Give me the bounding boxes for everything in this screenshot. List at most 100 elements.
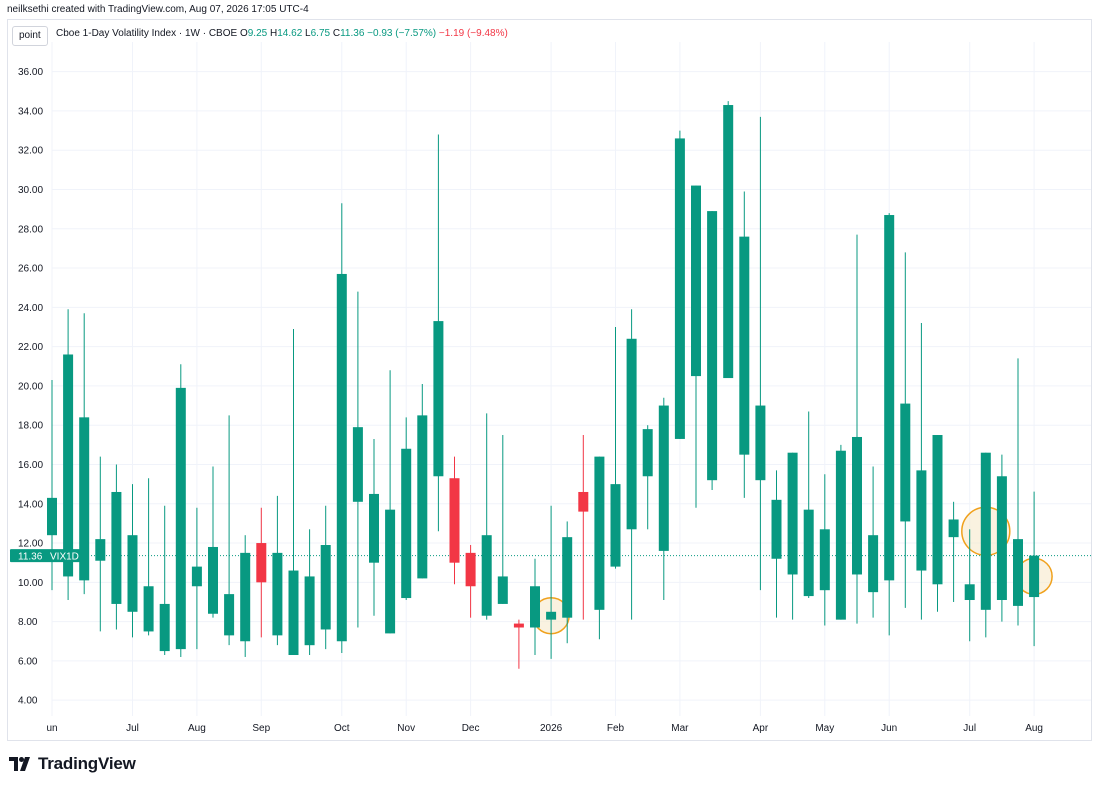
candle-body[interactable] — [707, 211, 718, 481]
candle-body[interactable] — [256, 543, 267, 583]
candle-body[interactable] — [594, 456, 605, 610]
tradingview-logo[interactable]: TradingView — [9, 754, 136, 774]
candle-body[interactable] — [208, 546, 218, 614]
candle-body[interactable] — [320, 545, 331, 630]
y-tick-label: 4.00 — [18, 696, 38, 707]
candle-body[interactable] — [63, 354, 74, 577]
candle-body[interactable] — [369, 493, 379, 563]
x-tick-label: Jul — [963, 723, 976, 734]
candle-body[interactable] — [610, 484, 621, 567]
candle-body[interactable] — [272, 552, 283, 636]
candle-body[interactable] — [336, 273, 347, 642]
y-tick-label: 36.00 — [18, 67, 43, 78]
candlestick-chart[interactable]: 4.00 6.00 8.00 10.00 12.00 14.00 16.00 18.00 20.… — [8, 20, 1091, 740]
candle-body[interactable] — [224, 594, 235, 636]
candle-body[interactable] — [111, 491, 122, 604]
candle-body[interactable] — [159, 603, 170, 652]
candle-body[interactable] — [417, 415, 428, 579]
chart-legend: Cboe 1-Day Volatility Index · 1W · CBOE … — [56, 28, 508, 39]
x-tick-label: 2026 — [540, 723, 563, 734]
y-tick-label: 22.00 — [18, 342, 43, 353]
candle-body[interactable] — [723, 105, 734, 379]
candle-body[interactable] — [530, 586, 540, 628]
y-tick-label: 14.00 — [18, 499, 43, 510]
candle-body[interactable] — [47, 497, 57, 536]
chart-panel[interactable]: 4.00 6.00 8.00 10.00 12.00 14.00 16.00 18.00 20.… — [7, 19, 1092, 741]
y-tick-label: 30.00 — [18, 185, 43, 196]
candle-body[interactable] — [900, 403, 911, 522]
candle-body[interactable] — [481, 535, 492, 616]
candle-body[interactable] — [288, 570, 299, 656]
candle-body[interactable] — [739, 236, 750, 455]
candle-body[interactable] — [691, 185, 701, 377]
y-tick-label: 32.00 — [18, 146, 43, 157]
candle-body[interactable] — [980, 452, 991, 610]
candle-body[interactable] — [996, 476, 1007, 601]
candle-body[interactable] — [1013, 539, 1023, 606]
legend-close-label: C — [332, 28, 341, 39]
candle-body[interactable] — [674, 138, 685, 439]
candle-body[interactable] — [932, 435, 943, 585]
legend-high-label: H — [270, 28, 278, 39]
candle-body[interactable] — [868, 535, 879, 593]
tradingview-brand: TradingView — [38, 754, 136, 773]
y-tick-label: 12.00 — [18, 539, 43, 550]
y-tick-label: 18.00 — [18, 421, 43, 432]
legend-symbol[interactable]: Cboe 1-Day Volatility Index · 1W · CBOE — [56, 28, 238, 39]
candle-body[interactable] — [175, 387, 186, 650]
candle-body[interactable] — [352, 427, 363, 502]
candle-body[interactable] — [401, 448, 412, 599]
x-tick-label: Sep — [252, 723, 270, 734]
candle-body[interactable] — [626, 338, 637, 530]
candle-body[interactable] — [771, 499, 782, 559]
candle-body[interactable] — [948, 519, 959, 538]
y-tick-label: 6.00 — [18, 656, 38, 667]
legend-change: −0.93 (−7.57%) — [367, 28, 437, 39]
candle-body[interactable] — [240, 552, 251, 642]
y-tick-label: 26.00 — [18, 264, 43, 275]
candle-body[interactable] — [916, 470, 927, 571]
candle-body[interactable] — [143, 586, 154, 632]
candle-body[interactable] — [513, 623, 524, 628]
candle-body[interactable] — [658, 405, 669, 551]
x-tick-label: Aug — [1025, 723, 1043, 734]
candle-body[interactable] — [127, 535, 138, 612]
candle-body[interactable] — [803, 509, 814, 597]
candle-body[interactable] — [964, 584, 975, 601]
candle-body[interactable] — [642, 429, 653, 477]
legend-low-label: L — [305, 28, 311, 39]
legend-close-value: 11.36 — [340, 28, 365, 39]
candle-body[interactable] — [95, 539, 106, 561]
x-tick-label: May — [815, 723, 834, 734]
candle-body[interactable] — [304, 576, 315, 646]
candle-body[interactable] — [449, 478, 460, 563]
x-tick-label: Feb — [607, 723, 625, 734]
candle-body[interactable] — [433, 321, 444, 477]
candle-body[interactable] — [562, 537, 573, 618]
y-tick-label: 20.00 — [18, 381, 43, 392]
candle-body[interactable] — [884, 215, 895, 581]
candle-body[interactable] — [191, 566, 202, 587]
x-tick-label: Dec — [462, 723, 480, 734]
candle-body[interactable] — [835, 450, 846, 620]
candle-body[interactable] — [787, 452, 798, 575]
point-button[interactable]: point — [12, 26, 48, 46]
candle-body[interactable] — [852, 436, 862, 575]
candle-body[interactable] — [465, 552, 476, 587]
legend-open-value: 9.25 — [247, 28, 268, 39]
candle-body[interactable] — [385, 509, 396, 634]
x-tick-label: Mar — [671, 723, 689, 734]
candle-body[interactable] — [819, 529, 830, 591]
candle-body[interactable] — [546, 611, 557, 620]
candle-body[interactable] — [1029, 555, 1040, 598]
x-tick-label: Jun — [881, 723, 897, 734]
candle-body[interactable] — [578, 491, 589, 512]
candle-body[interactable] — [497, 576, 508, 604]
candle-body[interactable] — [755, 405, 766, 481]
y-tick-label: 24.00 — [18, 303, 43, 314]
price-tag-value: 11.36 — [18, 552, 43, 563]
y-tick-label: 8.00 — [18, 617, 38, 628]
candle-body[interactable] — [79, 417, 90, 581]
price-tag — [10, 549, 80, 563]
y-tick-label: 34.00 — [18, 106, 43, 117]
